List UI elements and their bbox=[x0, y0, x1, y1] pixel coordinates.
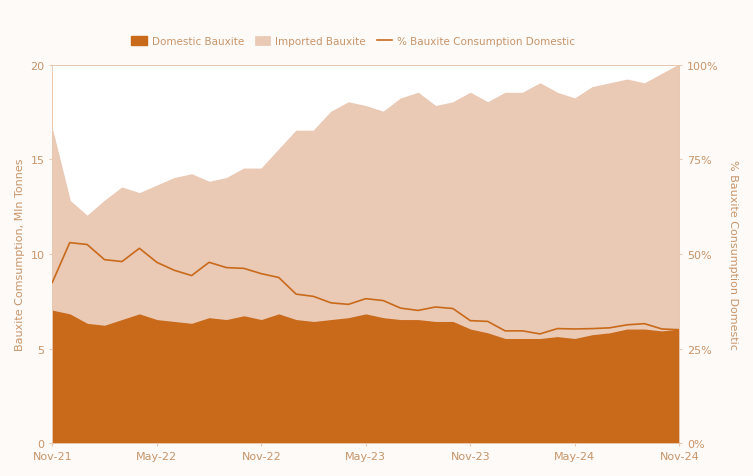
Y-axis label: Bauxite Comsumption, Mln Tonnes: Bauxite Comsumption, Mln Tonnes bbox=[15, 159, 25, 350]
Y-axis label: % Bauxite Consumption Domestic: % Bauxite Consumption Domestic bbox=[728, 160, 738, 349]
Legend: Domestic Bauxite, Imported Bauxite, % Bauxite Consumption Domestic: Domestic Bauxite, Imported Bauxite, % Ba… bbox=[127, 33, 580, 51]
